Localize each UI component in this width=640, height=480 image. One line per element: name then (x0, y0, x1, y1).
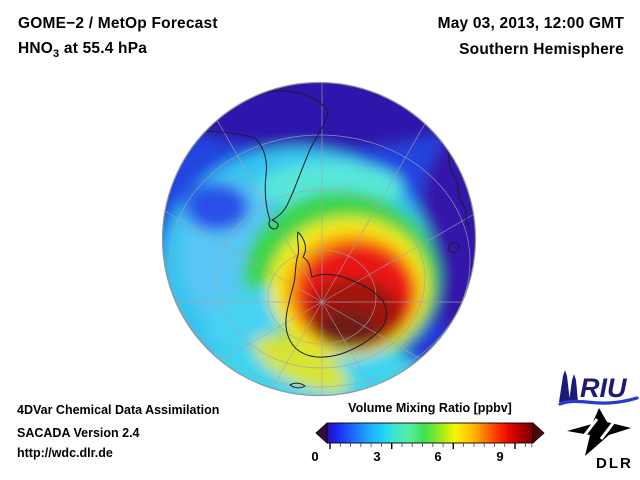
website-url: http://wdc.dlr.de (17, 446, 113, 460)
region-label: Southern Hemisphere (459, 41, 624, 58)
product-title: GOME−2 / MetOp Forecast (18, 15, 218, 32)
riu-logo-text: RIU (580, 373, 628, 403)
species-level-title: HNO3 at 55.4 hPa (18, 40, 147, 60)
pressure-level: at 55.4 hPa (59, 40, 148, 57)
coast-island-small (289, 382, 306, 389)
datetime-label: May 03, 2013, 12:00 GMT (437, 15, 624, 32)
hemisphere-map (161, 81, 477, 397)
coast-island-south-georgia (197, 360, 222, 368)
dlr-logo-text: DLR (596, 455, 633, 472)
colorbar (315, 422, 545, 449)
species-subscript: 3 (53, 48, 60, 61)
riu-logo: RIU (558, 370, 639, 406)
colorbar-tick-label-3: 3 (373, 449, 381, 464)
coast-antarctica (285, 231, 387, 358)
dlr-logo: DLR (567, 408, 633, 472)
colorbar-major-ticks (329, 443, 516, 449)
colorbar-overflow-arrow (532, 422, 545, 444)
colorbar-underflow-arrow (315, 422, 328, 444)
colorbar-title: Volume Mixing Ratio [ppbv] (348, 401, 512, 415)
colorbar-tick-label-0: 0 (311, 449, 319, 464)
colorbar-minor-ticks (339, 443, 533, 447)
mixing-ratio-field (162, 82, 476, 396)
species-name: HNO (18, 40, 54, 57)
colorbar-gradient-bar (326, 422, 534, 444)
coastlines (197, 90, 469, 389)
assimilation-label: 4DVar Chemical Data Assimilation (17, 403, 220, 417)
version-label: SACADA Version 2.4 (17, 426, 140, 440)
colorbar-tick-label-9: 9 (496, 449, 504, 464)
riu-cathedral-icon (559, 370, 578, 402)
coast-south-america (199, 90, 329, 230)
coast-australia (443, 138, 469, 227)
dlr-star-icon (567, 408, 631, 456)
globe-limb (161, 81, 477, 397)
coast-island-tasmania (448, 242, 460, 254)
graticule (162, 82, 476, 396)
riu-swoosh (558, 396, 639, 406)
colorbar-tick-label-6: 6 (434, 449, 442, 464)
